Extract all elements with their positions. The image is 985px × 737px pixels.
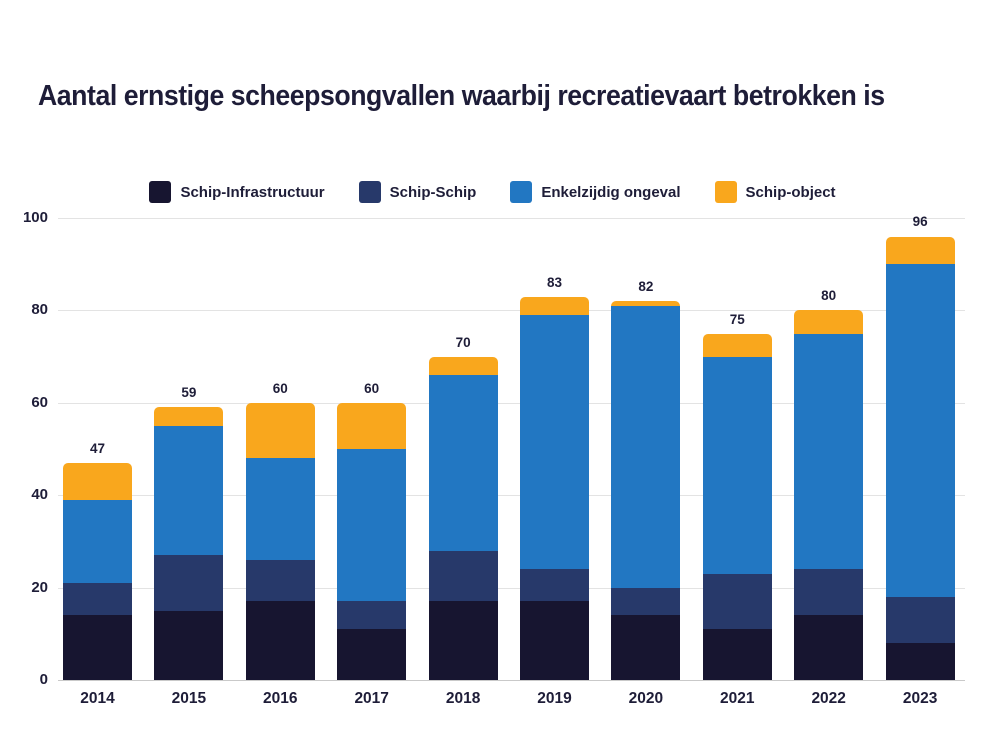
bar-segment bbox=[611, 301, 681, 306]
bar-segment bbox=[337, 601, 407, 630]
x-axis-tick-label: 2018 bbox=[445, 690, 481, 707]
bar-segment bbox=[611, 305, 681, 588]
bar-segment bbox=[611, 587, 681, 616]
bar-segment bbox=[794, 615, 864, 680]
bar-segment bbox=[885, 236, 955, 265]
x-axis-tick-label: 2014 bbox=[80, 690, 115, 707]
y-axis-tick-label: 20 bbox=[31, 578, 48, 596]
legend-item-3: Enkelzijdig ongeval bbox=[510, 181, 681, 203]
legend-label: Schip-Infrastructuur bbox=[180, 183, 325, 201]
x-axis-tick-label: 2016 bbox=[263, 690, 298, 707]
bar-segment bbox=[154, 610, 224, 680]
x-axis-tick-label: 2022 bbox=[811, 690, 846, 707]
gridline-y100 bbox=[58, 218, 965, 219]
bar-segment bbox=[154, 425, 224, 556]
x-axis-tick-label: 2017 bbox=[354, 690, 389, 707]
bar-segment bbox=[154, 407, 224, 426]
bar-segment bbox=[794, 569, 864, 616]
stacked-bar-2022 bbox=[794, 310, 864, 680]
legend-label: Enkelzijdig ongeval bbox=[541, 183, 681, 201]
gridline-y80 bbox=[58, 310, 965, 312]
legend-swatch-icon bbox=[358, 181, 381, 203]
y-axis-tick-label: 0 bbox=[39, 671, 48, 688]
bar-total-label: 70 bbox=[455, 334, 471, 350]
x-axis-tick-label: 2015 bbox=[171, 690, 207, 707]
bar-segment bbox=[63, 462, 132, 500]
bar-segment bbox=[520, 569, 589, 602]
bar-segment bbox=[794, 333, 864, 570]
bar-segment bbox=[794, 310, 864, 334]
bar-segment bbox=[702, 629, 772, 680]
bar-total-label: 82 bbox=[638, 279, 654, 295]
bar-segment bbox=[702, 333, 772, 357]
bar-segment bbox=[245, 559, 315, 602]
bar-segment bbox=[245, 402, 315, 459]
y-axis-tick-label: 40 bbox=[31, 486, 48, 504]
legend-swatch-icon bbox=[714, 181, 737, 203]
bar-total-label: 75 bbox=[729, 311, 745, 327]
gridline-y20 bbox=[58, 587, 965, 589]
legend-label: Schip-Schip bbox=[389, 183, 477, 201]
stacked-bar-2014 bbox=[63, 462, 132, 680]
bar-segment bbox=[337, 449, 407, 602]
y-axis-tick-label: 60 bbox=[31, 393, 48, 411]
stacked-bar-2016 bbox=[245, 402, 315, 680]
bar-total-label: 60 bbox=[272, 380, 288, 396]
gridline-y40 bbox=[58, 495, 965, 497]
bar-segment bbox=[520, 315, 589, 570]
x-axis-tick-label: 2021 bbox=[720, 690, 755, 707]
bar-segment bbox=[63, 615, 132, 680]
gridline-y60 bbox=[58, 402, 965, 404]
y-axis-tick-label: 100 bbox=[22, 209, 48, 226]
stacked-bar-2023 bbox=[885, 236, 955, 680]
bar-segment bbox=[428, 356, 498, 376]
bar-segment bbox=[245, 458, 315, 560]
legend-swatch-icon bbox=[149, 181, 172, 203]
bar-segment bbox=[245, 601, 315, 680]
bar-segment bbox=[885, 643, 955, 680]
stacked-bar-2018 bbox=[428, 356, 498, 680]
x-axis-line bbox=[58, 680, 965, 681]
stacked-bar-2020 bbox=[611, 301, 681, 680]
bar-segment bbox=[63, 582, 132, 616]
bar-segment bbox=[337, 402, 407, 449]
bar-total-label: 96 bbox=[912, 214, 928, 230]
bar-segment bbox=[520, 296, 589, 316]
bar-segment bbox=[520, 601, 589, 680]
bar-segment bbox=[337, 629, 407, 680]
legend-item-4: Schip-object bbox=[714, 181, 836, 203]
legend-label: Schip-object bbox=[745, 183, 836, 201]
y-axis-tick-label: 80 bbox=[31, 301, 48, 319]
bar-segment bbox=[611, 615, 681, 680]
chart-legend: Schip-Infrastructuur Schip-Schip Enkelzijd… bbox=[0, 181, 985, 203]
bar-total-label: 47 bbox=[89, 440, 106, 456]
legend-swatch-icon bbox=[510, 181, 533, 203]
bar-segment bbox=[428, 375, 498, 551]
x-axis-tick-label: 2020 bbox=[628, 690, 664, 707]
bar-segment bbox=[154, 555, 224, 611]
bar-segment bbox=[428, 601, 498, 680]
bar-total-label: 60 bbox=[364, 380, 380, 396]
bar-total-label: 80 bbox=[821, 288, 837, 304]
bar-total-label: 83 bbox=[546, 274, 563, 290]
bar-segment bbox=[702, 356, 772, 574]
legend-item-2: Schip-Schip bbox=[358, 181, 477, 203]
bar-segment bbox=[428, 550, 498, 602]
stacked-bar-2017 bbox=[337, 402, 407, 680]
chart-title: Aantal ernstige scheepsongvallen waarbij… bbox=[38, 80, 885, 112]
stacked-bar-2019 bbox=[520, 296, 589, 680]
bar-segment bbox=[63, 499, 132, 583]
bar-segment bbox=[885, 264, 955, 597]
bar-segment bbox=[702, 573, 772, 630]
x-axis-tick-label: 2023 bbox=[902, 690, 938, 707]
stacked-bar-2015 bbox=[154, 407, 224, 680]
bar-total-label: 59 bbox=[181, 385, 197, 401]
legend-item-1: Schip-Infrastructuur bbox=[149, 181, 325, 203]
x-axis-tick-label: 2019 bbox=[537, 690, 572, 707]
bar-segment bbox=[885, 596, 955, 644]
stacked-bar-2021 bbox=[702, 333, 772, 680]
